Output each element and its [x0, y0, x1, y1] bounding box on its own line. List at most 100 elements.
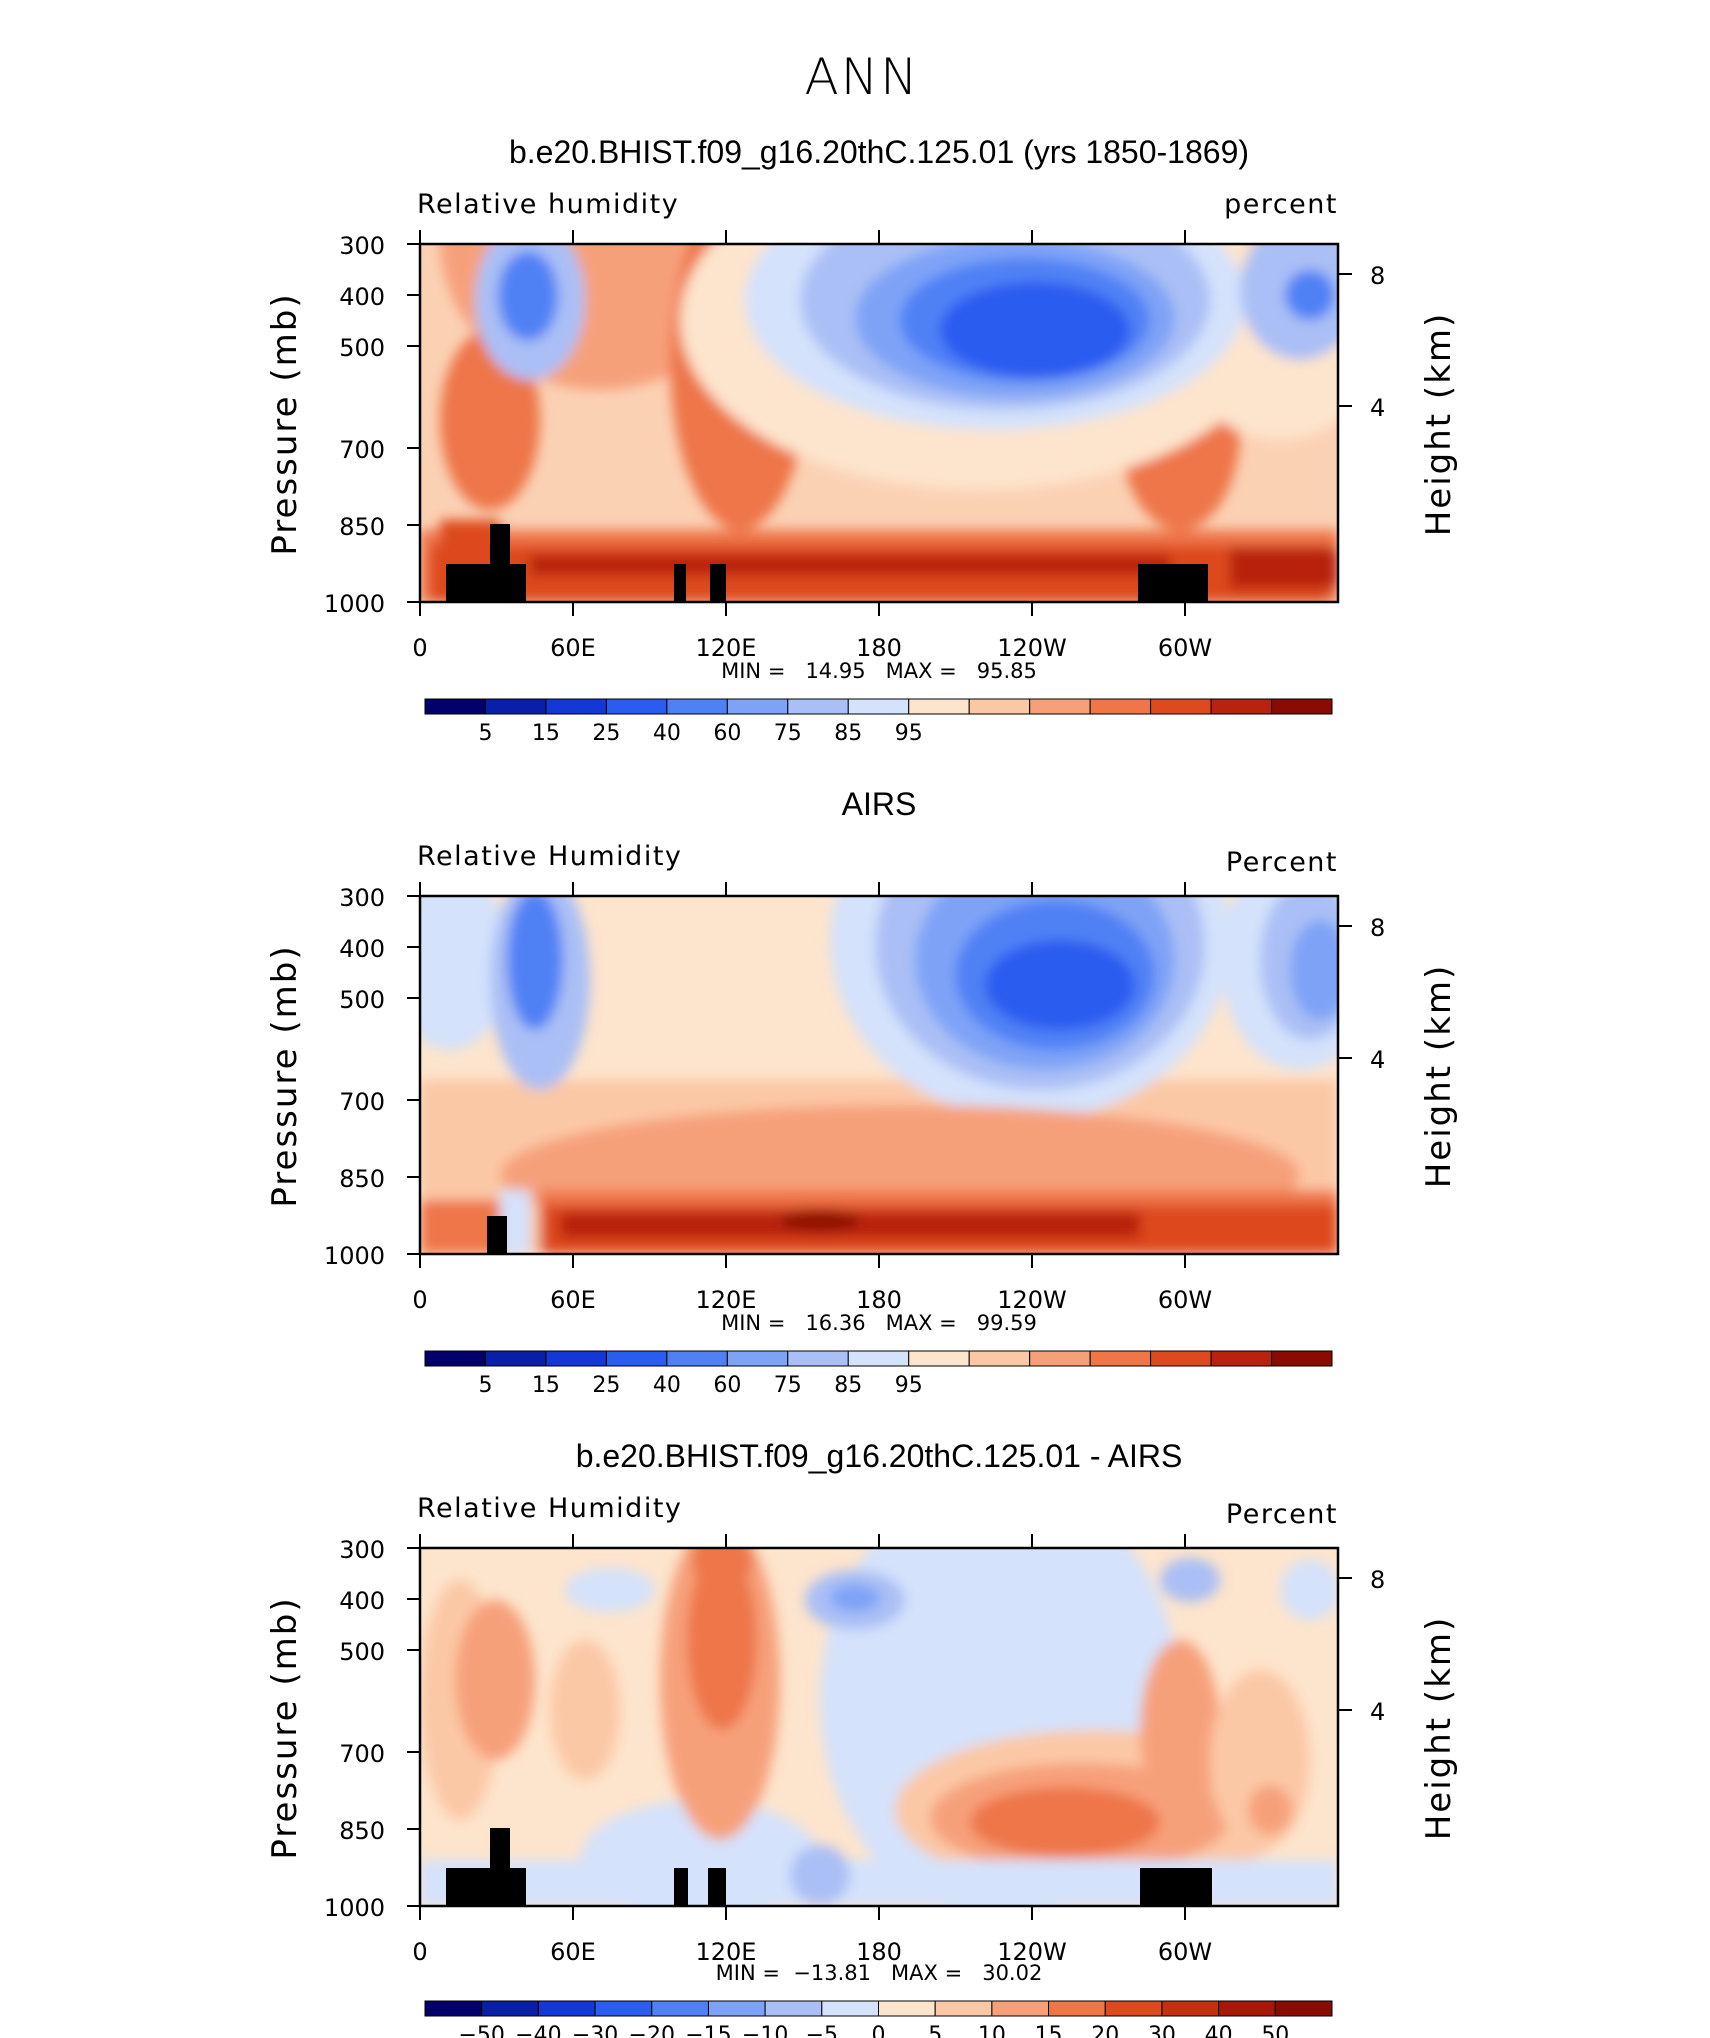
x-tick-label: 60E: [550, 634, 596, 662]
y2-tick-label: 8: [1370, 262, 1385, 290]
colorbar-label: 10: [978, 2023, 1006, 2038]
colorbar-swatch: [594, 2000, 653, 2017]
y-axis-title: Pressure (mb): [265, 1596, 305, 1859]
colorbar-label: 95: [895, 1373, 923, 1398]
y-tick-label: 300: [339, 232, 385, 260]
colorbar-swatch: [968, 698, 1031, 715]
colorbar-swatch: [545, 698, 607, 715]
x-tick-label: 120E: [696, 1286, 757, 1314]
colorbar-swatch: [1210, 698, 1273, 715]
topography-mask: [446, 1828, 1212, 1906]
colorbar-swatch: [1029, 698, 1091, 715]
min-max-stats: MIN = 16.36 MAX = 99.59: [721, 1311, 1037, 1335]
panel-airs: AIRS Relative Humidity Percent: [265, 786, 1459, 1398]
colorbar-label: 60: [713, 1373, 741, 1398]
colorbar-label: 40: [1205, 2023, 1233, 2038]
colorbar-label: −30: [572, 2023, 618, 2038]
y-tick-label: 850: [339, 1817, 385, 1845]
y-axis-title: Pressure (mb): [265, 292, 305, 555]
y2-tick-label: 4: [1370, 1698, 1385, 1726]
x-tick-label: 60E: [550, 1938, 596, 1966]
colorbar-label: 30: [1148, 2023, 1176, 2038]
colorbar-label: 15: [532, 1373, 560, 1398]
y-tick-label: 500: [339, 1638, 385, 1666]
y-tick-label: 1000: [324, 590, 385, 618]
y-tick-label: 700: [339, 1740, 385, 1768]
colorbar-swatch: [481, 2000, 539, 2017]
x-tick-label: 0: [412, 634, 427, 662]
x-tick-label: 120W: [997, 1286, 1067, 1314]
colorbar-swatch: [666, 1350, 728, 1367]
colorbar-label: −20: [629, 2023, 675, 2038]
colorbar-label: −15: [685, 2023, 731, 2038]
y-axis: 300 400 500 700 850 1000 Pressure (mb): [265, 884, 420, 1270]
colorbar: 5 15 25 40 60 75 85 95: [424, 1350, 1333, 1398]
colorbar-swatch: [821, 2000, 879, 2017]
colorbar-label: 25: [592, 721, 620, 746]
colorbar-label: 75: [774, 721, 802, 746]
y-tick-label: 500: [339, 986, 385, 1014]
x-tick-label: 0: [412, 1286, 427, 1314]
x-tick-label: 120W: [997, 1938, 1067, 1966]
min-max-stats: MIN = −13.81 MAX = 30.02: [716, 1961, 1043, 1985]
y-tick-label: 300: [339, 1536, 385, 1564]
panel-model: b.e20.BHIST.f09_g16.20thC.125.01 (yrs 18…: [265, 134, 1459, 746]
colorbar-label: 75: [774, 1373, 802, 1398]
x-tick-label: 60E: [550, 1286, 596, 1314]
colorbar-swatch: [991, 2000, 1050, 2017]
colorbar-swatch: [726, 1350, 789, 1367]
colorbar-swatch: [707, 2000, 766, 2017]
x-tick-label: 180: [856, 634, 902, 662]
colorbar-swatch: [1271, 698, 1333, 715]
y2-axis-title: Height (km): [1419, 1616, 1459, 1841]
y2-tick-label: 4: [1370, 394, 1385, 422]
panel-title: b.e20.BHIST.f09_g16.20thC.125.01 (yrs 18…: [509, 134, 1249, 170]
colorbar-swatch: [878, 2000, 936, 2017]
contour-field: [420, 244, 1338, 602]
colorbar-swatch: [1271, 1350, 1333, 1367]
colorbar-label: 0: [872, 2023, 886, 2038]
colorbar-label: −5: [806, 2023, 838, 2038]
colorbar-swatch: [847, 1350, 910, 1367]
colorbar: 5 15 25 40 60 75 85 95: [424, 698, 1333, 746]
colorbar-label: 50: [1261, 2023, 1289, 2038]
colorbar-label: −50: [458, 2023, 504, 2038]
y-tick-label: 400: [339, 935, 385, 963]
x-axis: 0 60E 120E 180 120W 60W: [412, 1534, 1212, 1966]
colorbar-swatch: [545, 1350, 607, 1367]
x-axis: 0 60E 120E 180 120W 60W: [412, 230, 1212, 662]
x-axis: 0 60E 120E 180 120W 60W: [412, 882, 1212, 1314]
x-tick-label: 180: [856, 1286, 902, 1314]
x-tick-label: 120E: [696, 1938, 757, 1966]
colorbar-swatch: [1150, 1350, 1212, 1367]
panel-title: AIRS: [842, 786, 917, 822]
colorbar-swatch: [934, 2000, 993, 2017]
colorbar-label: 40: [653, 1373, 681, 1398]
colorbar-swatch: [726, 698, 789, 715]
colorbar-label: 20: [1091, 2023, 1119, 2038]
colorbar-swatch: [1150, 698, 1212, 715]
y-tick-label: 1000: [324, 1894, 385, 1922]
colorbar-label: 95: [895, 721, 923, 746]
page-title: ANN: [804, 48, 919, 106]
colorbar-swatch: [787, 698, 849, 715]
x-tick-label: 60W: [1158, 634, 1212, 662]
variable-label: Relative Humidity: [417, 1493, 682, 1524]
colorbar-swatch: [1089, 1350, 1152, 1367]
units-label: Percent: [1226, 847, 1338, 878]
colorbar-swatch: [484, 1350, 547, 1367]
x-tick-label: 180: [856, 1938, 902, 1966]
panel-title: b.e20.BHIST.f09_g16.20thC.125.01 - AIRS: [576, 1438, 1183, 1474]
units-label: Percent: [1226, 1499, 1338, 1530]
colorbar-swatch: [1029, 1350, 1091, 1367]
y2-axis: 8 4 Height (km): [1338, 262, 1459, 536]
min-max-stats: MIN = 14.95 MAX = 95.85: [721, 659, 1037, 683]
colorbar-swatch: [424, 1350, 486, 1367]
colorbar: −50 −40 −30 −20 −15 −10 −5 0 5 10 15 20 30 40 50: [424, 2000, 1333, 2038]
colorbar-swatch: [1161, 2000, 1220, 2017]
colorbar-swatch: [908, 698, 970, 715]
y2-tick-label: 8: [1370, 914, 1385, 942]
colorbar-label: 85: [834, 721, 862, 746]
y-tick-label: 400: [339, 1587, 385, 1615]
colorbar-swatch: [908, 1350, 970, 1367]
